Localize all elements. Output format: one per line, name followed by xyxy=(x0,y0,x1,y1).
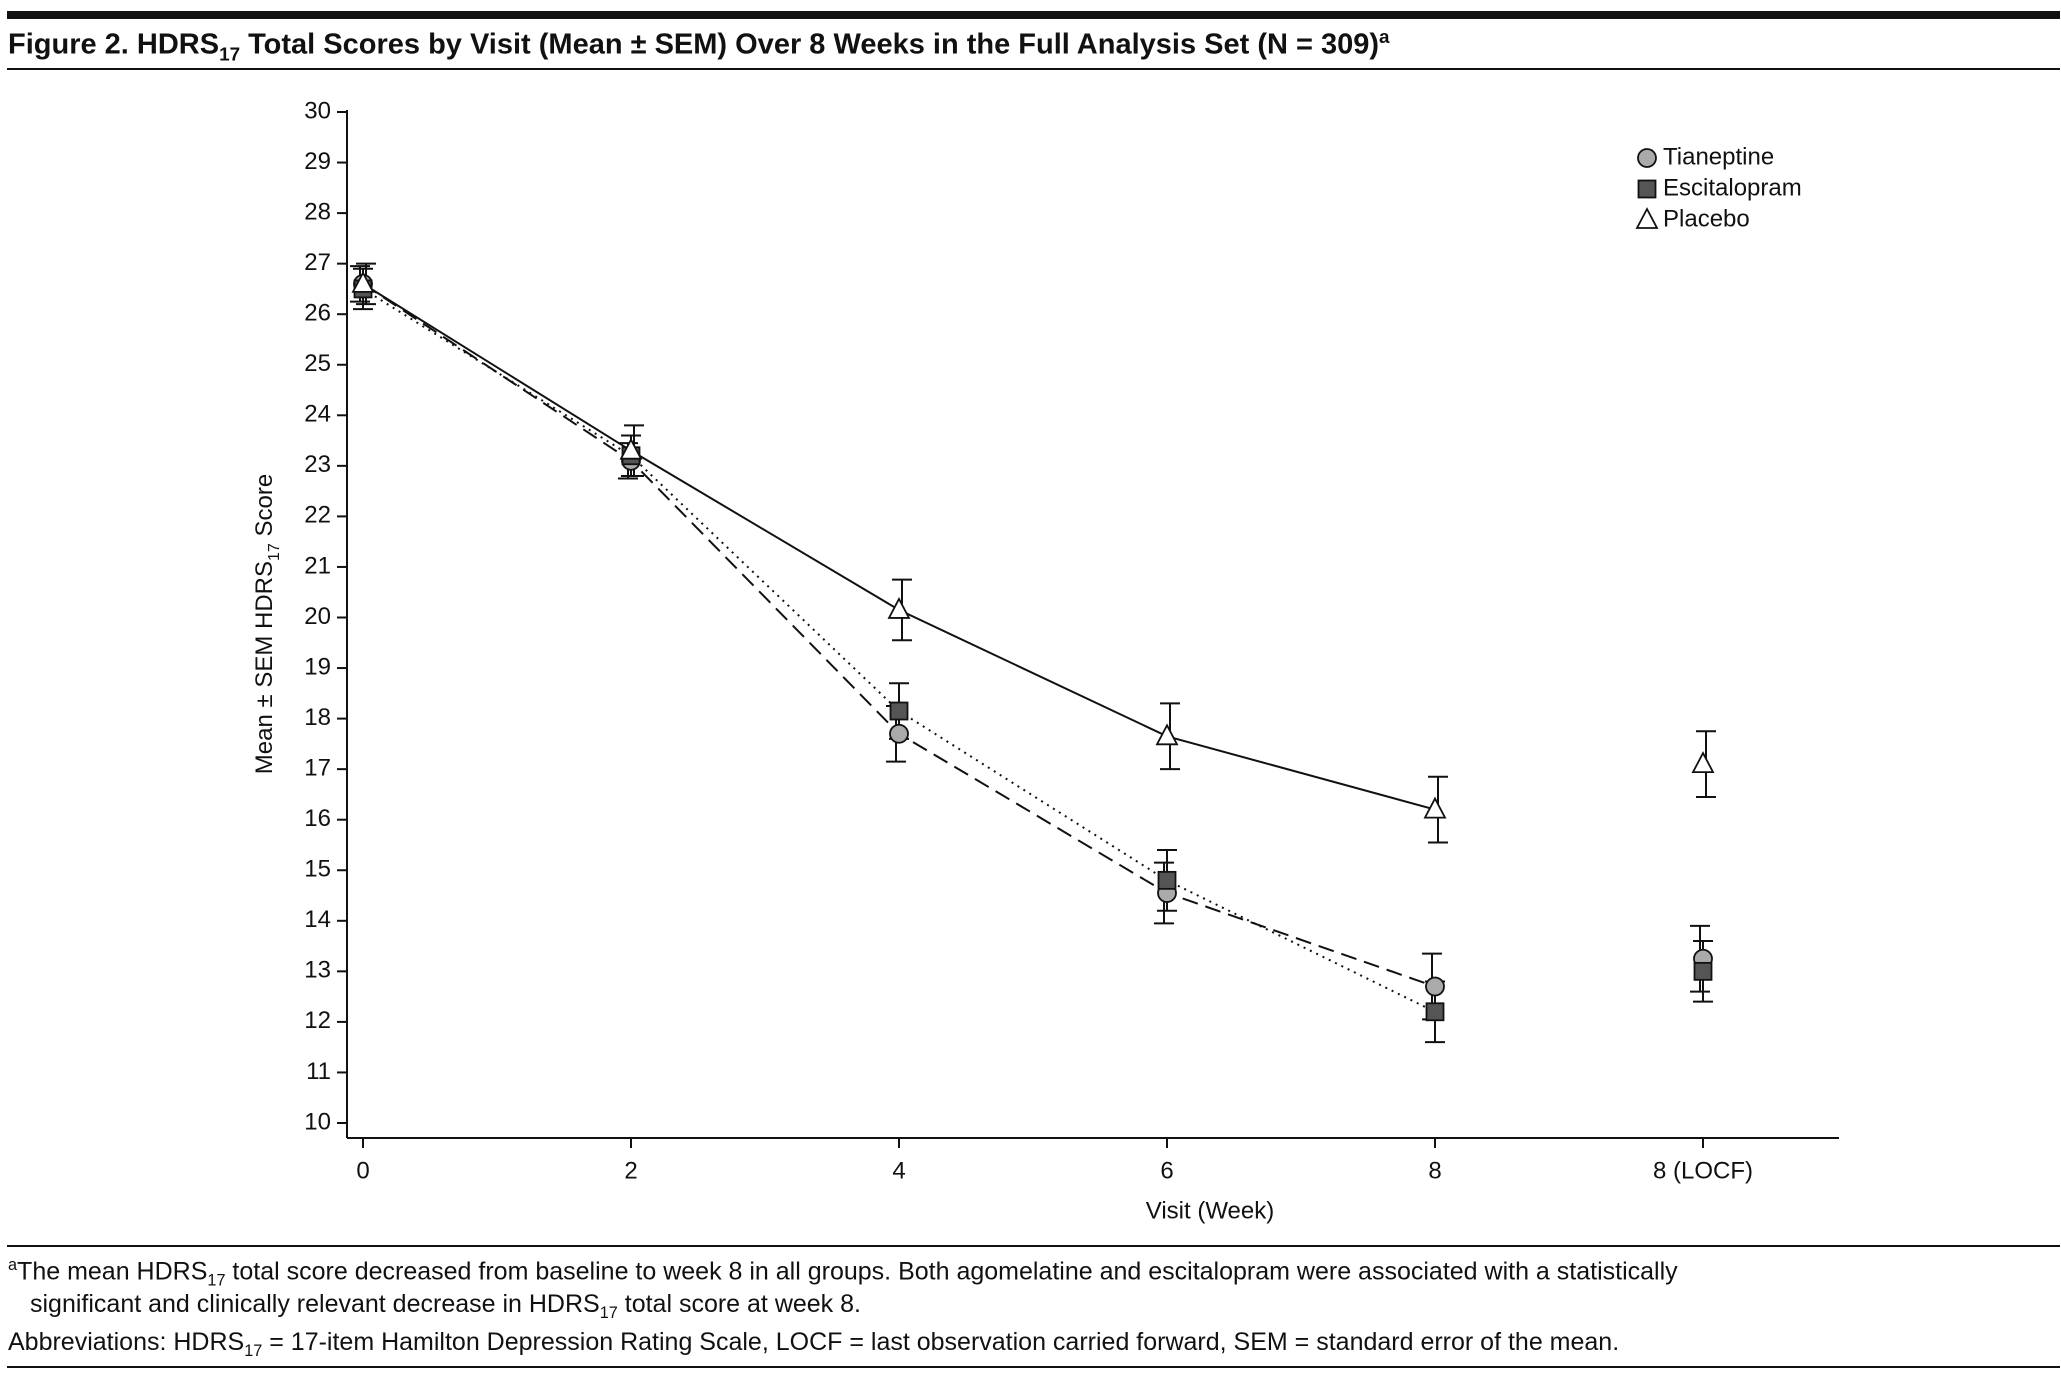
marker xyxy=(1425,976,1445,997)
footnote-sub: 17 xyxy=(207,1271,226,1290)
y-tick-label: 29 xyxy=(304,148,331,175)
footnote-sup: a xyxy=(8,1256,18,1274)
x-tick-label: 6 xyxy=(1160,1157,1173,1184)
y-label-sub: 17 xyxy=(266,543,283,561)
y-tick-label: 14 xyxy=(304,906,331,933)
bottom-rule xyxy=(7,1366,2060,1368)
legend-marker xyxy=(1635,207,1659,229)
footnote-sub: 17 xyxy=(244,1342,263,1360)
y-tick-label: 20 xyxy=(304,603,331,630)
y-label-text: Mean ± SEM HDRS xyxy=(251,561,278,774)
marker xyxy=(351,270,375,293)
y-label-text: Score xyxy=(251,474,278,543)
y-tick-label: 30 xyxy=(304,97,331,124)
abbreviations: Abbreviations: HDRS17 = 17-item Hamilton… xyxy=(8,1328,1619,1361)
legend-label: Placebo xyxy=(1663,205,1750,232)
marker xyxy=(889,723,909,744)
footnote-text: The mean HDRS xyxy=(17,1257,208,1286)
y-tick-label: 15 xyxy=(304,856,331,883)
y-tick-label: 13 xyxy=(304,957,331,984)
marker xyxy=(1693,961,1713,981)
marker xyxy=(887,596,911,619)
y-tick-label: 28 xyxy=(304,198,331,225)
y-tick-label: 18 xyxy=(304,704,331,731)
y-tick-label: 17 xyxy=(304,754,331,781)
y-tick-label: 23 xyxy=(304,451,331,478)
legend-label: Tianeptine xyxy=(1663,143,1774,170)
marker xyxy=(619,437,643,460)
footnote: aThe mean HDRS17 total score decreased f… xyxy=(8,1256,1678,1323)
title-sub: 17 xyxy=(219,43,241,65)
marker xyxy=(1691,751,1715,773)
x-tick-label: 2 xyxy=(624,1157,637,1184)
y-tick-label: 24 xyxy=(304,401,331,428)
marker xyxy=(1423,796,1447,819)
marker xyxy=(1155,723,1179,746)
footnote-rule xyxy=(7,1245,2060,1247)
x-axis-label: Visit (Week) xyxy=(1146,1197,1274,1224)
y-tick-label: 22 xyxy=(304,502,331,529)
footnote-sub: 17 xyxy=(599,1304,618,1323)
y-tick-label: 27 xyxy=(304,249,331,276)
legend-label: Escitalopram xyxy=(1663,174,1802,201)
x-tick-label: 4 xyxy=(892,1157,905,1184)
series-line xyxy=(362,288,1436,1013)
title-rule xyxy=(7,68,2060,70)
legend-marker xyxy=(1637,179,1657,199)
chart-title: Figure 2. HDRS17 Total Scores by Visit (… xyxy=(8,26,1390,65)
y-tick-label: 21 xyxy=(304,552,331,579)
y-axis-label: Mean ± SEM HDRS17 Score xyxy=(251,474,282,774)
top-rule xyxy=(7,11,2060,19)
title-text: Figure 2. HDRS xyxy=(8,28,220,61)
y-tick-label: 26 xyxy=(304,300,331,327)
y-tick-label: 11 xyxy=(306,1058,331,1085)
footnote-text: = 17-item Hamilton Depression Rating Sca… xyxy=(262,1328,1620,1356)
y-tick-label: 25 xyxy=(304,350,331,377)
x-tick-label: 0 xyxy=(356,1157,369,1184)
legend-marker xyxy=(1637,148,1657,168)
title-sup: a xyxy=(1379,26,1390,47)
y-tick-label: 10 xyxy=(304,1108,331,1135)
x-tick-label: 8 (LOCF) xyxy=(1653,1157,1753,1184)
marker xyxy=(889,701,909,721)
y-tick-label: 19 xyxy=(304,653,331,680)
title-text: Total Scores by Visit (Mean ± SEM) Over … xyxy=(240,28,1380,61)
footnote-text: Abbreviations: HDRS xyxy=(8,1328,245,1356)
footnote-text: total score decreased from baseline to w… xyxy=(225,1257,1678,1286)
marker xyxy=(1157,870,1177,890)
footnote-text: total score at week 8. xyxy=(617,1290,861,1319)
y-tick-label: 16 xyxy=(304,805,331,832)
x-tick-label: 8 xyxy=(1428,1157,1441,1184)
footnote-text: significant and clinically relevant decr… xyxy=(30,1290,600,1319)
y-tick-label: 12 xyxy=(304,1007,331,1034)
marker xyxy=(1425,1002,1445,1022)
